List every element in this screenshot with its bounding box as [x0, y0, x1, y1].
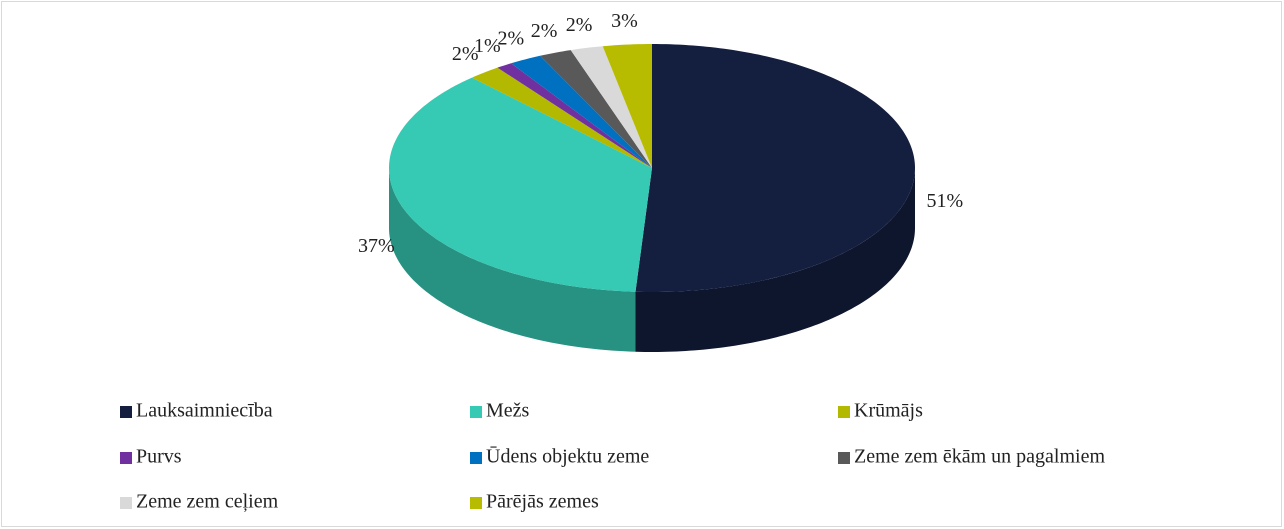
legend-marker	[120, 452, 132, 464]
data-label: 51%	[927, 190, 964, 212]
legend-label: Ūdens objektu zeme	[486, 446, 649, 468]
legend-marker	[470, 497, 482, 509]
data-label: 2%	[452, 43, 479, 65]
pie-slice	[389, 77, 652, 292]
pie-slice	[635, 44, 915, 292]
data-label: 3%	[611, 10, 638, 32]
legend-label: Krūmājs	[854, 400, 923, 422]
pie-slice	[540, 50, 652, 168]
pie-slice	[511, 55, 652, 168]
data-label: 2%	[531, 20, 558, 42]
data-label: 2%	[498, 28, 525, 50]
legend-marker	[470, 452, 482, 464]
pie-sides	[389, 168, 915, 352]
pie-slice	[602, 44, 652, 168]
legend-label: Purvs	[136, 446, 182, 468]
pie-slice	[471, 67, 652, 168]
data-label: 2%	[566, 14, 593, 36]
legend-marker	[838, 406, 850, 418]
pie-tops	[389, 44, 915, 292]
legend-marker	[120, 497, 132, 509]
data-label: 37%	[358, 235, 395, 257]
legend-label: Zeme zem ceļiem	[136, 491, 279, 513]
legend-marker	[120, 406, 132, 418]
pie-slice	[570, 46, 652, 168]
legend-label: Mežs	[486, 400, 530, 422]
legend-marker	[838, 452, 850, 464]
pie-slice	[497, 63, 652, 168]
legend: Lauksaimniecība Mežs Krūmājs Purvs Ūdens obj…	[120, 400, 1105, 513]
pie-side	[389, 168, 636, 352]
legend-marker	[470, 406, 482, 418]
data-labels: 51%37%2%1%2% 2% 2% 3%	[358, 10, 963, 257]
data-label: 1%	[474, 35, 501, 57]
pie-side	[635, 168, 915, 352]
legend-label: Zeme zem ēkām un pagalmiem	[854, 446, 1105, 468]
legend-label: Pārējās zemes	[486, 491, 599, 513]
legend-label: Lauksaimniecība	[136, 400, 273, 422]
